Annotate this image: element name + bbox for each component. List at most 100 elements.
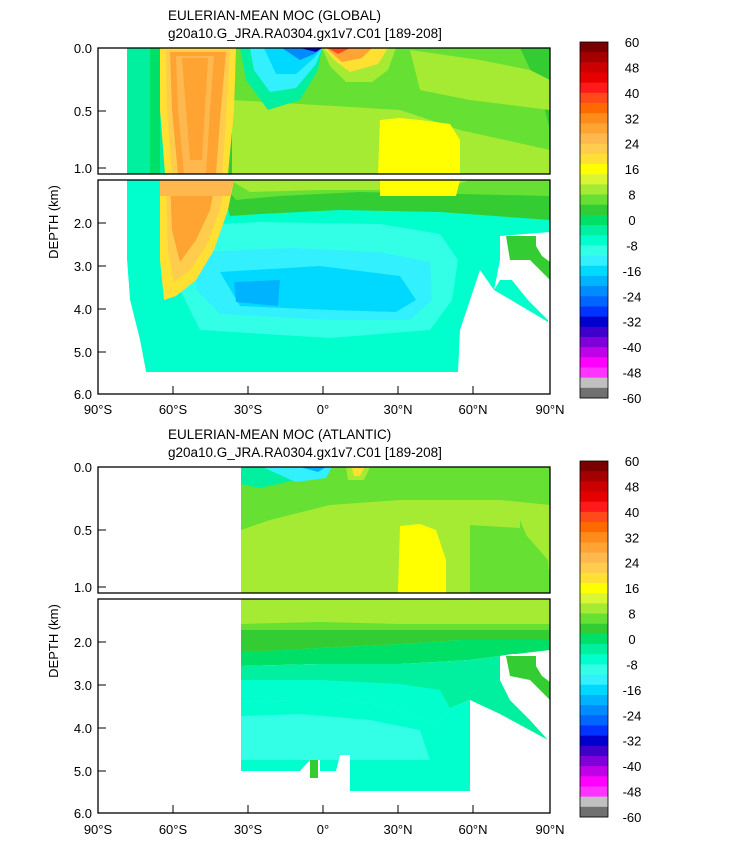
colorbar-swatch — [580, 603, 608, 614]
colorbar-label: 32 — [625, 530, 639, 545]
panel-global-subtitle: g20a10.G_JRA.RA0304.gx1v7.C01 [189-208] — [168, 26, 442, 41]
colorbar-swatch — [580, 684, 608, 696]
colorbar-label: 48 — [625, 60, 639, 75]
colorbar-swatch — [580, 725, 608, 737]
colorbar-swatch — [580, 184, 608, 195]
global-ytick-2: 1.0 — [74, 161, 92, 176]
atlantic-lower-field — [98, 599, 550, 813]
global-upper-field — [127, 48, 550, 174]
colorbar-label: 8 — [628, 607, 635, 622]
colorbar-swatch — [580, 103, 608, 114]
colorbar-label: -60 — [623, 810, 642, 825]
global-ytick-4: 3.0 — [74, 259, 92, 274]
colorbar-swatch — [580, 367, 608, 379]
colorbar-swatch — [580, 755, 608, 767]
colorbar-swatch — [580, 153, 608, 165]
colorbar-label: 8 — [628, 188, 635, 203]
atlantic-ytick-4: 3.0 — [74, 678, 92, 693]
colorbar-label: -24 — [623, 289, 642, 304]
colorbar-swatch — [580, 377, 608, 389]
colorbar-swatch — [580, 245, 608, 256]
colorbar-swatch — [580, 593, 608, 604]
colorbar-swatch — [580, 786, 608, 798]
global-xtick-6: 90°N — [535, 402, 564, 417]
colorbar-swatch — [580, 735, 608, 747]
atlantic-xtick-4: 30°N — [383, 822, 412, 837]
colorbar-swatch — [580, 174, 608, 185]
colorbar-swatch — [580, 326, 608, 338]
atlantic-xtick-6: 90°N — [535, 822, 564, 837]
atlantic-xaxis: 90°S 60°S 30°S 0° 30°N 60°N 90°N — [84, 805, 565, 837]
colorbar-label: 0 — [628, 213, 635, 228]
colorbar-swatch — [580, 143, 608, 155]
colorbar-swatch — [580, 481, 608, 492]
global-lower-frame — [97, 179, 551, 395]
colorbar-label: 40 — [625, 505, 639, 520]
colorbar-swatch — [580, 461, 608, 472]
colorbar-swatch — [580, 316, 608, 328]
colorbar-swatch — [580, 204, 608, 216]
colorbar-swatch — [580, 347, 608, 358]
atlantic-xtick-3: 0° — [317, 822, 329, 837]
colorbar-swatch — [580, 306, 608, 318]
colorbar-swatch — [580, 562, 608, 574]
colorbar-label: 60 — [625, 454, 639, 469]
colorbar-swatch — [580, 776, 608, 787]
colorbar-swatch — [580, 654, 608, 665]
global-xtick-2: 30°S — [234, 402, 263, 417]
colorbar-swatch — [580, 572, 608, 584]
colorbar-swatch — [580, 694, 608, 706]
colorbar-label: 0 — [628, 632, 635, 647]
colorbar-swatch — [580, 92, 608, 104]
colorbar-swatch — [580, 522, 608, 533]
global-xaxis: 90°S 60°S 30°S 0° 30°N 60°N 90°N — [84, 386, 565, 417]
colorbar-label: -16 — [623, 683, 642, 698]
colorbar-swatch — [580, 387, 608, 399]
global-colorbar-labels: 60 48 40 32 24 16 8 0 -8 -16 -24 -32 -40 -48 -60 — [623, 35, 642, 406]
colorbar-swatch — [580, 705, 608, 716]
colorbar-swatch — [580, 664, 608, 675]
atlantic-colorbar — [579, 460, 609, 818]
colorbar-label: -8 — [626, 657, 638, 672]
panel-global: EULERIAN-MEAN MOC (GLOBAL) g20a10.G_JRA.… — [46, 8, 641, 417]
colorbar-swatch — [580, 265, 608, 277]
atlantic-ytick-7: 6.0 — [74, 806, 92, 821]
global-ylabel: DEPTH (km) — [46, 185, 61, 259]
atlantic-ylabel: DEPTH (km) — [46, 604, 61, 678]
colorbar-swatch — [580, 796, 608, 808]
global-lower-yaxis: 2.0 3.0 4.0 5.0 6.0 — [74, 216, 106, 402]
colorbar-swatch — [580, 501, 608, 513]
colorbar-swatch — [580, 194, 608, 206]
colorbar-swatch — [580, 357, 608, 368]
colorbar-swatch — [580, 82, 608, 94]
colorbar-swatch — [580, 471, 608, 482]
global-xtick-5: 60°N — [458, 402, 487, 417]
global-xtick-0: 90°S — [84, 402, 113, 417]
colorbar-label: -48 — [623, 366, 642, 381]
colorbar-swatch — [580, 745, 608, 757]
atlantic-ytick-2: 1.0 — [74, 580, 92, 595]
colorbar-swatch — [580, 225, 608, 236]
colorbar-label: 32 — [625, 111, 639, 126]
atlantic-lower-frame — [97, 598, 551, 814]
global-ytick-6: 5.0 — [74, 345, 92, 360]
colorbar-swatch — [580, 133, 608, 145]
colorbar-swatch — [580, 644, 608, 655]
colorbar-swatch — [580, 72, 608, 84]
colorbar-swatch — [580, 532, 608, 543]
colorbar-frame — [579, 460, 609, 818]
colorbar-swatch — [580, 552, 608, 564]
colorbar-swatch — [580, 623, 608, 635]
global-xtick-3: 0° — [317, 402, 329, 417]
colorbar-swatch — [580, 275, 608, 287]
colorbar-swatch — [580, 336, 608, 348]
colorbar-label: -32 — [623, 315, 642, 330]
colorbar-swatch — [580, 235, 608, 246]
colorbar-label: -32 — [623, 734, 642, 749]
colorbar-swatch — [580, 164, 608, 175]
atlantic-xtick-1: 60°S — [159, 822, 188, 837]
colorbar-swatch — [580, 511, 608, 523]
global-xtick-1: 60°S — [159, 402, 188, 417]
global-ytick-0: 0.0 — [74, 41, 92, 56]
colorbar-label: 60 — [625, 35, 639, 50]
